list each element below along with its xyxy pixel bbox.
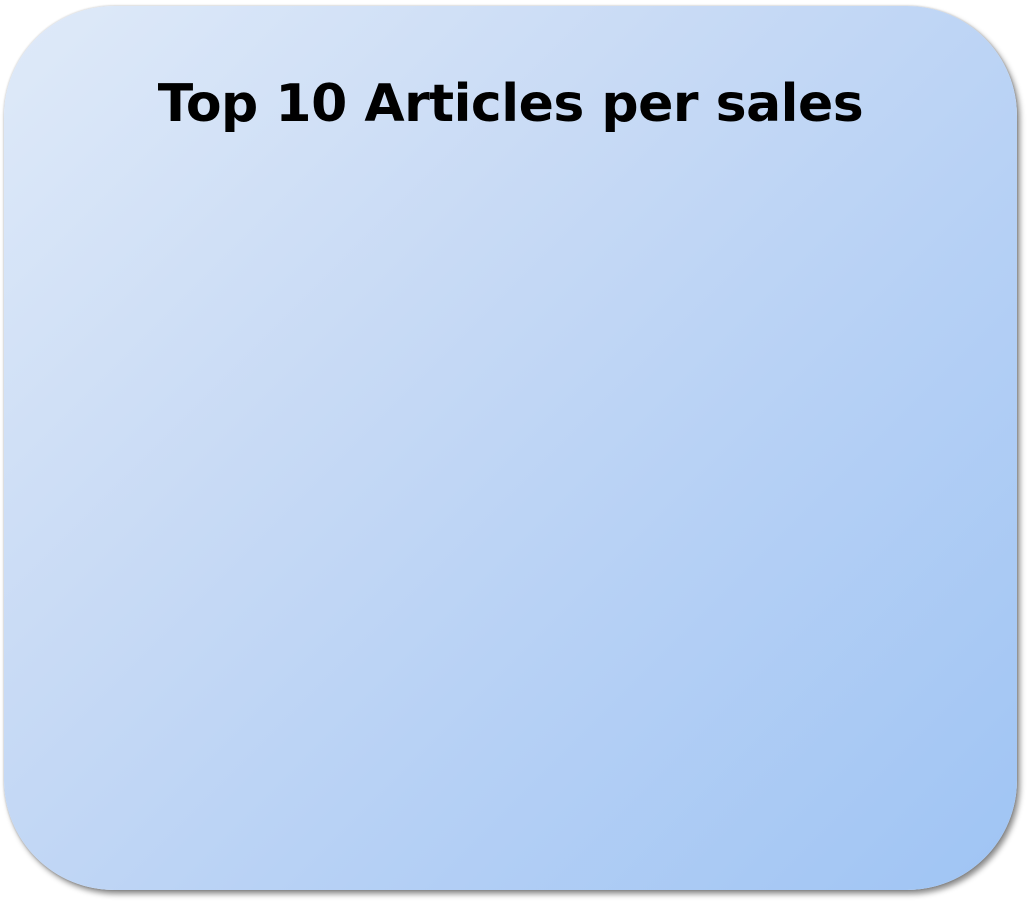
panel-title: Top 10 Articles per sales <box>157 74 864 134</box>
rounded-panel: Top 10 Articles per sales <box>4 6 1017 890</box>
